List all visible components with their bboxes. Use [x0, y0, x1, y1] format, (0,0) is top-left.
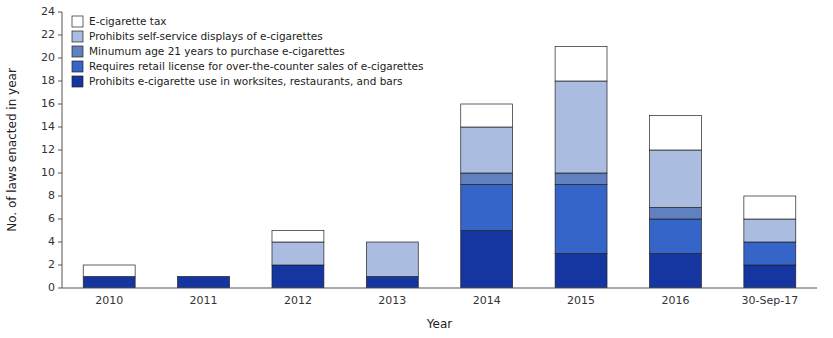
x-axis-line [62, 288, 817, 289]
legend-swatch [72, 31, 83, 42]
x-tick-label: 2016 [661, 294, 689, 307]
bar-segment [366, 242, 418, 243]
y-tick [58, 242, 62, 243]
y-tick-label: 12 [41, 143, 55, 156]
bar-segment [461, 173, 513, 185]
x-tick-label: 2011 [190, 294, 218, 307]
y-tick [58, 150, 62, 151]
bar-segment [83, 265, 135, 277]
y-tick-label: 8 [48, 189, 55, 202]
bar-segment [461, 231, 513, 289]
bar-segment [178, 276, 230, 277]
bar-segment [649, 219, 701, 254]
bar-segment [178, 277, 230, 289]
y-tick-label: 16 [41, 97, 55, 110]
y-axis: 024681012141618202224 [41, 5, 62, 294]
y-tick-label: 20 [41, 51, 55, 64]
x-axis-title: Year [426, 317, 452, 331]
legend-swatch [72, 16, 83, 27]
bar-segment [555, 185, 607, 254]
bar-segment [555, 81, 607, 173]
bar-segment [461, 104, 513, 127]
y-tick [58, 196, 62, 197]
bar-segment [461, 127, 513, 173]
legend-label: E-cigarette tax [89, 15, 167, 27]
x-tick-label: 2010 [95, 294, 123, 307]
y-tick [58, 104, 62, 105]
bar-segment [366, 277, 418, 289]
y-tick-label: 18 [41, 74, 55, 87]
bars [83, 47, 796, 289]
bar-segment [649, 150, 701, 208]
y-tick [58, 35, 62, 36]
x-tick-label: 30-Sep-17 [741, 294, 798, 307]
y-tick [58, 219, 62, 220]
bar-segment [272, 265, 324, 288]
y-tick-label: 2 [48, 258, 55, 271]
bar-segment [83, 277, 135, 289]
legend: E-cigarette tax Prohibits self-service di… [72, 15, 424, 88]
y-tick-label: 0 [48, 281, 55, 294]
bar-segment [744, 242, 796, 265]
y-tick [58, 265, 62, 266]
y-tick-label: 10 [41, 166, 55, 179]
legend-swatch [72, 61, 83, 72]
bar-segment [178, 276, 230, 277]
bar-segment [649, 116, 701, 151]
chart: 0246810121416182022242010201120122013201… [0, 0, 833, 338]
bar-segment [744, 265, 796, 288]
bar-segment [272, 242, 324, 265]
legend-label: Minumum age 21 years to purchase e-cigar… [89, 45, 345, 57]
y-tick-label: 24 [41, 5, 55, 18]
bar-segment [555, 173, 607, 185]
legend-label: Requires retail license for over-the-cou… [89, 60, 424, 72]
series [83, 47, 796, 277]
y-tick-label: 6 [48, 212, 55, 225]
y-axis-line [62, 12, 63, 288]
y-tick [58, 58, 62, 59]
y-tick-label: 4 [48, 235, 55, 248]
x-tick-label: 2014 [473, 294, 501, 307]
y-tick-label: 22 [41, 28, 55, 41]
bar-segment [555, 47, 607, 82]
y-tick [58, 12, 62, 13]
x-tick-label: 2013 [378, 294, 406, 307]
bar-segment [649, 208, 701, 220]
legend-label: Prohibits self-service displays of e-cig… [89, 30, 323, 42]
legend-label: Prohibits e-cigarette use in worksites, … [89, 75, 403, 87]
y-axis-title: No. of laws enacted in year [5, 68, 19, 232]
legend-swatch [72, 46, 83, 57]
y-tick [58, 127, 62, 128]
series [272, 81, 796, 277]
x-tick-label: 2012 [284, 294, 312, 307]
bar-segment [178, 276, 230, 277]
bar-segment [272, 231, 324, 243]
x-axis: 2010 2011 2012 2013 2014 2015 2016 30-Sep-17 [95, 294, 798, 307]
bar-segment [649, 254, 701, 289]
bar-segment [744, 219, 796, 242]
y-tick [58, 288, 62, 289]
bar-segment [555, 254, 607, 289]
y-tick [58, 173, 62, 174]
x-tick-label: 2015 [567, 294, 595, 307]
legend-swatch [72, 76, 83, 87]
bar-segment [366, 242, 418, 277]
bar-segment [461, 185, 513, 231]
y-tick [58, 81, 62, 82]
bar-segment [178, 276, 230, 277]
bar-segment [744, 196, 796, 219]
series [461, 185, 796, 266]
y-tick-label: 14 [41, 120, 55, 133]
